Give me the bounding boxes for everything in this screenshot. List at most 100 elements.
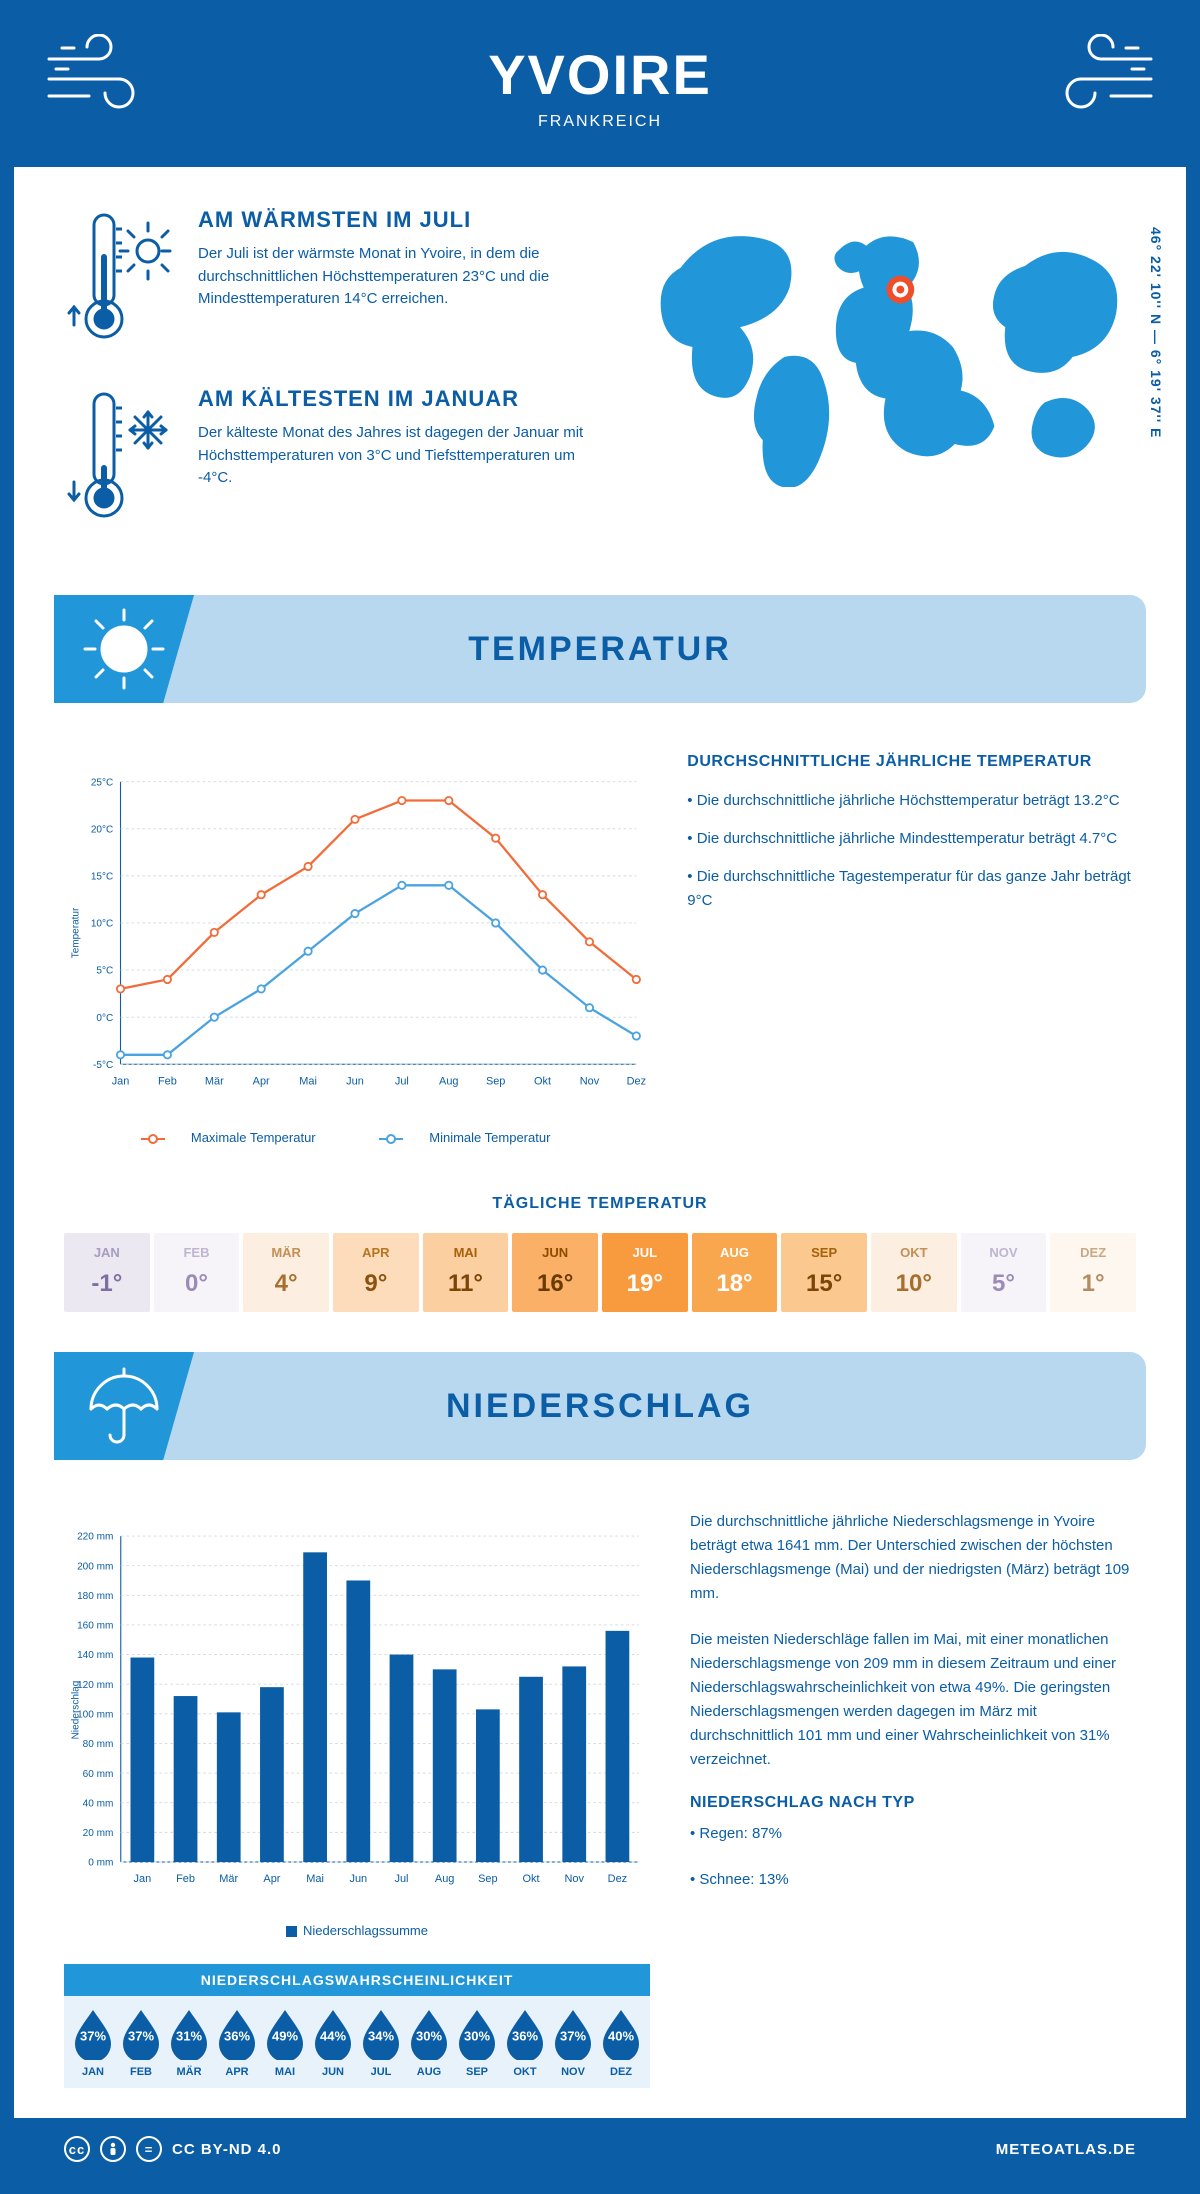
svg-text:25°C: 25°C bbox=[91, 777, 113, 788]
header: YVOIRE FRANKREICH bbox=[14, 14, 1186, 167]
raindrop-icon: 36% bbox=[214, 2008, 260, 2060]
summary-row: AM WÄRMSTEN IM JULI Der Juli ist der wär… bbox=[14, 167, 1186, 595]
svg-text:0°C: 0°C bbox=[96, 1013, 113, 1024]
temperature-heading: TEMPERATUR bbox=[468, 630, 732, 669]
probability-cell: 31% MÄR bbox=[166, 2008, 212, 2078]
precipitation-by-type-title: NIEDERSCHLAG NACH TYP bbox=[690, 1794, 1136, 1812]
raindrop-icon: 40% bbox=[598, 2008, 644, 2060]
daily-temp-cell: MÄR4° bbox=[243, 1233, 329, 1312]
svg-text:Okt: Okt bbox=[523, 1873, 540, 1885]
svg-text:Nov: Nov bbox=[580, 1075, 600, 1087]
svg-text:Jul: Jul bbox=[394, 1873, 408, 1885]
svg-text:Mai: Mai bbox=[306, 1873, 324, 1885]
svg-text:Jul: Jul bbox=[395, 1075, 409, 1087]
precipitation-text: Die meisten Niederschläge fallen im Mai,… bbox=[690, 1628, 1136, 1772]
svg-text:Jun: Jun bbox=[346, 1075, 364, 1087]
raindrop-icon: 36% bbox=[502, 2008, 548, 2060]
wind-decoration-icon bbox=[44, 34, 154, 129]
svg-text:200 mm: 200 mm bbox=[77, 1561, 113, 1572]
temperature-line-chart: -5°C0°C5°C10°C15°C20°C25°CJanFebMärAprMa… bbox=[64, 753, 647, 1118]
temperature-legend: Maximale Temperatur Minimale Temperatur bbox=[64, 1130, 647, 1145]
coldest-text: Der kälteste Monat des Jahres ist dagege… bbox=[198, 422, 611, 490]
svg-text:Sep: Sep bbox=[486, 1075, 505, 1087]
site-name: METEOATLAS.DE bbox=[996, 2141, 1136, 2158]
temperature-bullet: • Die durchschnittliche jährliche Mindes… bbox=[687, 827, 1136, 851]
svg-text:Dez: Dez bbox=[608, 1873, 628, 1885]
probability-cell: 36% OKT bbox=[502, 2008, 548, 2078]
precipitation-summary: Die durchschnittliche jährliche Niedersc… bbox=[690, 1510, 1136, 2088]
svg-text:-5°C: -5°C bbox=[93, 1060, 113, 1071]
raindrop-icon: 37% bbox=[550, 2008, 596, 2060]
raindrop-icon: 31% bbox=[166, 2008, 212, 2060]
svg-text:Niederschlag: Niederschlag bbox=[71, 1681, 82, 1740]
svg-text:Mär: Mär bbox=[219, 1873, 238, 1885]
svg-text:Aug: Aug bbox=[439, 1075, 458, 1087]
svg-text:140 mm: 140 mm bbox=[77, 1650, 113, 1661]
probability-title: NIEDERSCHLAGSWAHRSCHEINLICHKEIT bbox=[64, 1964, 650, 1996]
svg-text:Feb: Feb bbox=[176, 1873, 195, 1885]
wind-decoration-icon bbox=[1046, 34, 1156, 129]
warmest-block: AM WÄRMSTEN IM JULI Der Juli ist der wär… bbox=[64, 207, 611, 352]
page-subtitle: FRANKREICH bbox=[34, 113, 1166, 131]
footer: cc = CC BY-ND 4.0 METEOATLAS.DE bbox=[14, 2118, 1186, 2180]
svg-text:Nov: Nov bbox=[564, 1873, 584, 1885]
raindrop-icon: 30% bbox=[406, 2008, 452, 2060]
svg-text:Jun: Jun bbox=[349, 1873, 367, 1885]
daily-temp-cell: NOV5° bbox=[961, 1233, 1047, 1312]
raindrop-icon: 34% bbox=[358, 2008, 404, 2060]
svg-text:80 mm: 80 mm bbox=[83, 1739, 114, 1750]
coldest-block: AM KÄLTESTEN IM JANUAR Der kälteste Mona… bbox=[64, 386, 611, 531]
svg-text:60 mm: 60 mm bbox=[83, 1769, 114, 1780]
raindrop-icon: 44% bbox=[310, 2008, 356, 2060]
svg-text:Mai: Mai bbox=[299, 1075, 317, 1087]
daily-temp-cell: OKT10° bbox=[871, 1233, 957, 1312]
probability-cell: 40% DEZ bbox=[598, 2008, 644, 2078]
svg-text:5°C: 5°C bbox=[96, 966, 113, 977]
svg-text:Dez: Dez bbox=[627, 1075, 646, 1087]
raindrop-icon: 37% bbox=[118, 2008, 164, 2060]
svg-text:20°C: 20°C bbox=[91, 824, 113, 835]
thermometer-cold-icon bbox=[64, 386, 174, 531]
precipitation-probability: NIEDERSCHLAGSWAHRSCHEINLICHKEIT 37% JAN … bbox=[64, 1964, 650, 2088]
probability-cell: 36% APR bbox=[214, 2008, 260, 2078]
svg-text:100 mm: 100 mm bbox=[77, 1709, 113, 1720]
raindrop-icon: 30% bbox=[454, 2008, 500, 2060]
probability-cell: 49% MAI bbox=[262, 2008, 308, 2078]
svg-text:Jan: Jan bbox=[134, 1873, 152, 1885]
svg-text:20 mm: 20 mm bbox=[83, 1828, 114, 1839]
coordinates: 46° 22' 10'' N — 6° 19' 37'' E bbox=[1148, 227, 1164, 438]
svg-text:Apr: Apr bbox=[263, 1873, 280, 1885]
daily-temp-cell: JUL19° bbox=[602, 1233, 688, 1312]
temperature-bullet: • Die durchschnittliche Tagestemperatur … bbox=[687, 865, 1136, 913]
temperature-summary: DURCHSCHNITTLICHE JÄHRLICHE TEMPERATUR •… bbox=[687, 753, 1136, 1145]
svg-text:120 mm: 120 mm bbox=[77, 1680, 113, 1691]
daily-temp-cell: FEB0° bbox=[154, 1233, 240, 1312]
svg-text:Aug: Aug bbox=[435, 1873, 455, 1885]
daily-temp-cell: DEZ1° bbox=[1050, 1233, 1136, 1312]
infographic-frame: YVOIRE FRANKREICH bbox=[0, 0, 1200, 2194]
svg-text:Mär: Mär bbox=[205, 1075, 224, 1087]
daily-temp-cell: JUN16° bbox=[512, 1233, 598, 1312]
temperature-summary-title: DURCHSCHNITTLICHE JÄHRLICHE TEMPERATUR bbox=[687, 753, 1136, 771]
precipitation-banner: NIEDERSCHLAG bbox=[54, 1352, 1146, 1460]
probability-cell: 34% JUL bbox=[358, 2008, 404, 2078]
precipitation-text: Die durchschnittliche jährliche Niedersc… bbox=[690, 1510, 1136, 1606]
precipitation-by-type-line: • Schnee: 13% bbox=[690, 1868, 1136, 1892]
raindrop-icon: 37% bbox=[70, 2008, 116, 2060]
umbrella-icon bbox=[54, 1352, 194, 1460]
warmest-title: AM WÄRMSTEN IM JULI bbox=[198, 207, 611, 233]
daily-temp-cell: APR9° bbox=[333, 1233, 419, 1312]
svg-text:0 mm: 0 mm bbox=[88, 1858, 113, 1869]
thermometer-hot-icon bbox=[64, 207, 174, 352]
svg-text:Sep: Sep bbox=[478, 1873, 498, 1885]
temperature-bullet: • Die durchschnittliche jährliche Höchst… bbox=[687, 789, 1136, 813]
daily-temperature-title: TÄGLICHE TEMPERATUR bbox=[64, 1195, 1136, 1213]
svg-text:Okt: Okt bbox=[534, 1075, 551, 1087]
page-title: YVOIRE bbox=[34, 42, 1166, 107]
svg-text:160 mm: 160 mm bbox=[77, 1621, 113, 1632]
svg-text:Apr: Apr bbox=[253, 1075, 270, 1087]
probability-cell: 37% FEB bbox=[118, 2008, 164, 2078]
precipitation-by-type-line: • Regen: 87% bbox=[690, 1822, 1136, 1846]
coldest-title: AM KÄLTESTEN IM JANUAR bbox=[198, 386, 611, 412]
svg-text:Temperatur: Temperatur bbox=[71, 907, 82, 958]
